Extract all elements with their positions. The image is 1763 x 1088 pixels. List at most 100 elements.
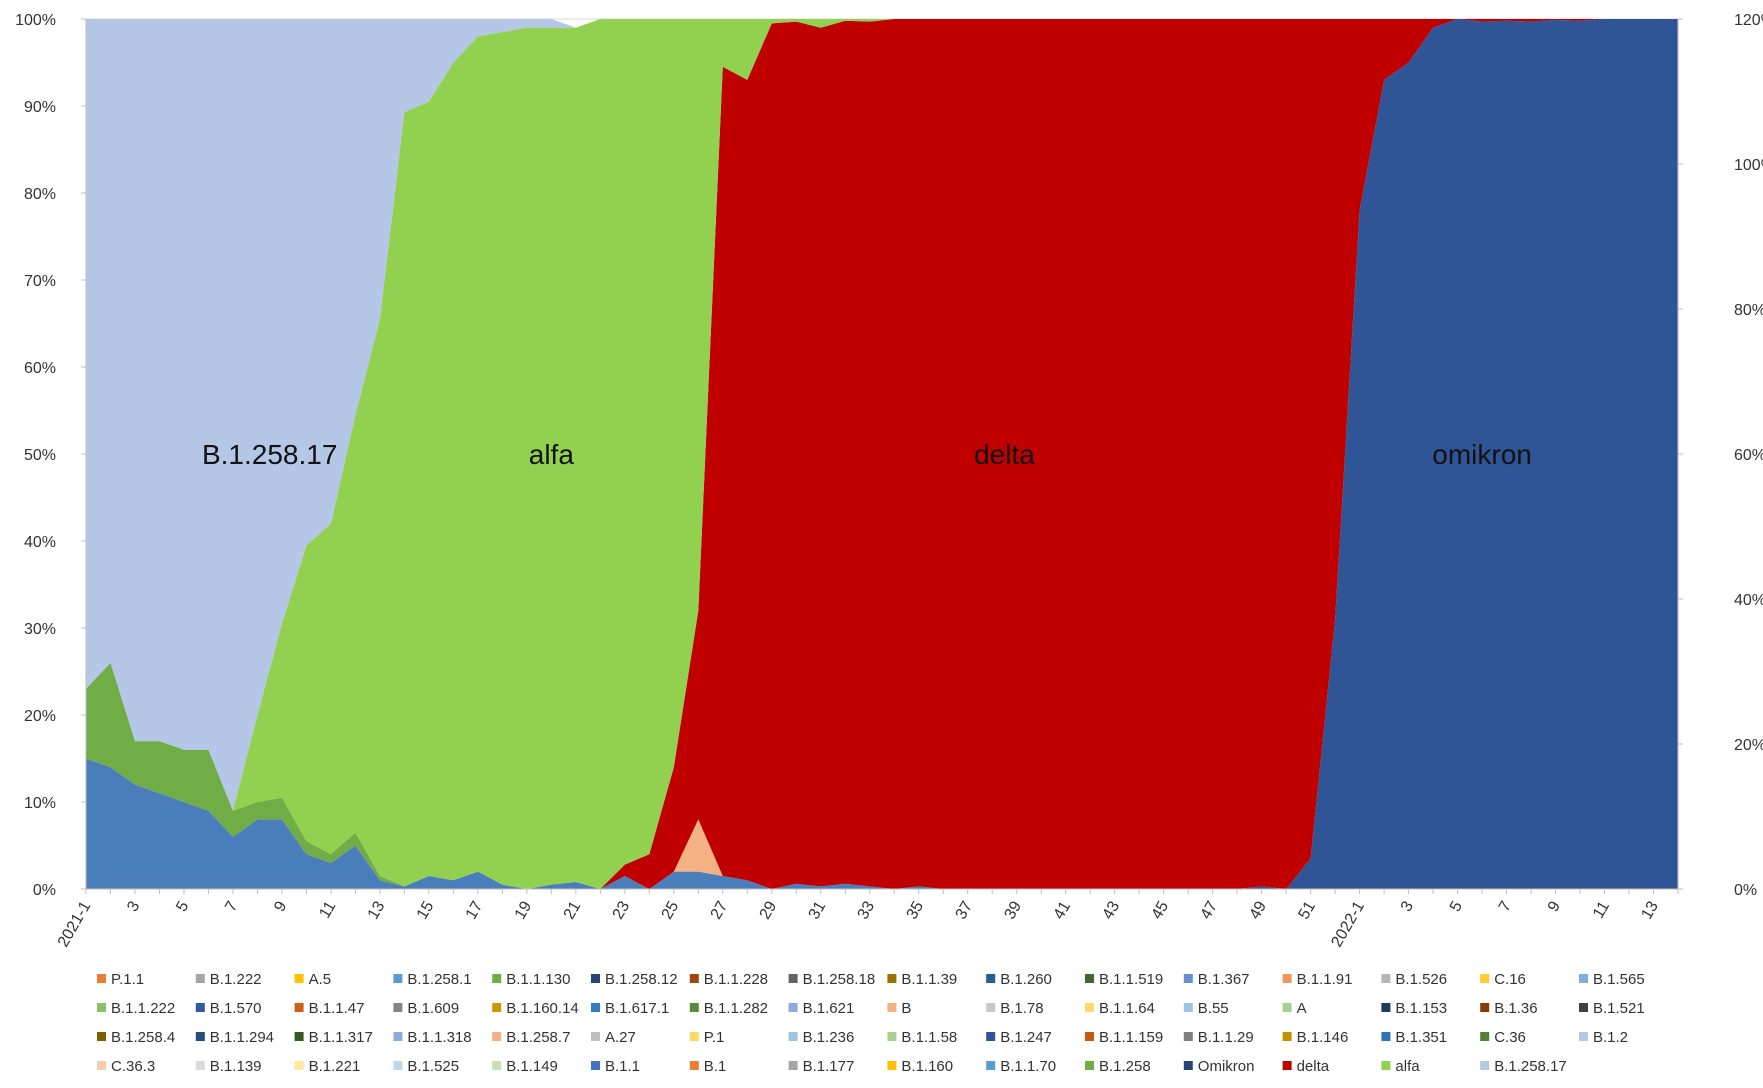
legend-label: B.1.260 (1000, 971, 1052, 988)
legend-label: B.1.247 (1000, 1029, 1052, 1046)
x-tick-label: 47 (1197, 898, 1221, 922)
x-tick-label: 9 (1545, 898, 1564, 914)
legend-swatch (195, 1032, 205, 1041)
legend-label: B.1.1.29 (1198, 1029, 1254, 1046)
x-tick-label: 51 (1295, 898, 1319, 922)
legend-swatch (1085, 1003, 1094, 1012)
annotation-delta: delta (974, 439, 1035, 470)
legend-label: B.1.222 (210, 971, 262, 988)
x-axis-labels: 2021-1 3 5 7 9 11 13 15 17 19 21 23 25 27 29 31 33 35 37 39… (55, 898, 1662, 950)
legend-label: C.16 (1494, 971, 1526, 988)
legend-swatch (294, 1032, 304, 1041)
x-tick-label: 11 (1590, 898, 1613, 921)
x-tick-label: 15 (414, 898, 438, 922)
legend-swatch (195, 1003, 205, 1012)
legend-label: B.1.146 (1297, 1029, 1349, 1046)
legend-label: B.1.609 (407, 1000, 459, 1017)
x-tick-label: 17 (463, 898, 487, 922)
legend: P.1.1 B.1.222 A.5 B.1.258.1 B.1.1.130 B.1.258… (97, 971, 1645, 1075)
legend-label: B.1.258.12 (605, 971, 678, 988)
legend-label: B.1.1.222 (111, 1000, 175, 1017)
y-right-tick-label: 100% (1734, 157, 1763, 174)
legend-label: B.1.617.1 (605, 1000, 669, 1017)
legend-swatch (986, 1061, 996, 1070)
legend-label: B.1.525 (407, 1058, 459, 1075)
y-left-tick-label: 50% (24, 447, 56, 464)
y-right-tick-label: 120% (1734, 12, 1763, 29)
legend-label: B.1.1.519 (1099, 971, 1163, 988)
legend-swatch (1480, 1003, 1490, 1012)
legend-label: B.1 (704, 1058, 727, 1075)
legend-swatch (591, 1032, 600, 1041)
legend-label: B.1.258.1 (407, 971, 471, 988)
stacked-areas (86, 19, 1678, 889)
legend-swatch (97, 1032, 106, 1041)
annotation-omikron: omikron (1432, 439, 1532, 470)
y-axis-left-labels: 0% 10% 20% 30% 40% 50% 60% 70% 80% 90% 100% (15, 12, 56, 899)
legend-swatch (294, 1061, 304, 1070)
legend-swatch (1381, 1061, 1391, 1070)
legend-label: B.1.153 (1395, 1000, 1447, 1017)
area-delta (86, 19, 1678, 889)
legend-label: B.1.521 (1593, 1000, 1645, 1017)
legend-swatch (492, 974, 502, 983)
legend-swatch (294, 974, 304, 983)
legend-swatch (492, 1003, 502, 1012)
legend-label: B.1.1 (605, 1058, 640, 1075)
y-left-tick-label: 80% (24, 186, 56, 203)
legend-swatch (591, 1003, 600, 1012)
legend-swatch (689, 1032, 699, 1041)
legend-swatch (195, 1061, 205, 1070)
legend-swatch (1085, 1061, 1094, 1070)
legend-label: B.1.258.18 (803, 971, 876, 988)
x-tick-label: 2022-1 (1328, 898, 1368, 950)
legend-swatch (1480, 974, 1490, 983)
legend-label: B.1.139 (210, 1058, 262, 1075)
legend-swatch (1480, 1061, 1490, 1070)
legend-label: B.1.1.91 (1297, 971, 1353, 988)
legend-label: B.1.351 (1395, 1029, 1447, 1046)
y-left-tick-label: 0% (33, 882, 56, 899)
y-left-tick-label: 20% (24, 708, 56, 725)
y-left-tick-label: 10% (24, 795, 56, 812)
y-left-tick-label: 90% (24, 99, 56, 116)
area-b-1-258-17 (86, 19, 1678, 811)
legend-swatch (393, 1061, 403, 1070)
legend-swatch (1183, 1061, 1193, 1070)
legend-swatch (689, 974, 699, 983)
legend-swatch (788, 1061, 798, 1070)
legend-label: B.1.570 (210, 1000, 262, 1017)
legend-swatch (1085, 1032, 1094, 1041)
y-left-tick-label: 60% (24, 360, 56, 377)
legend-label: B.1.160.14 (506, 1000, 579, 1017)
legend-label: B.1.78 (1000, 1000, 1043, 1017)
x-tick-label: 33 (855, 898, 879, 922)
legend-swatch (887, 1061, 897, 1070)
annotation-b-1-258-17: B.1.258.17 (202, 439, 337, 470)
legend-label: B.1.1.58 (901, 1029, 957, 1046)
legend-label: B.1.1.317 (309, 1029, 373, 1046)
y-right-tick-label: 20% (1734, 737, 1763, 754)
x-tick-label: 27 (708, 898, 732, 922)
legend-label: B.1.1.282 (704, 1000, 768, 1017)
legend-swatch (689, 1061, 699, 1070)
legend-label: B.1.565 (1593, 971, 1645, 988)
legend-label: B.1.367 (1198, 971, 1250, 988)
legend-swatch (97, 1061, 106, 1070)
x-tick-label: 3 (124, 898, 143, 914)
legend-label: B.1.221 (309, 1058, 361, 1075)
legend-label: C.36 (1494, 1029, 1526, 1046)
x-tick-label: 25 (659, 898, 683, 922)
legend-label: A (1297, 1000, 1307, 1017)
x-tick-label: 49 (1246, 898, 1270, 922)
y-left-tick-label: 70% (24, 273, 56, 290)
legend-swatch (195, 974, 205, 983)
legend-swatch (788, 974, 798, 983)
legend-swatch (492, 1032, 502, 1041)
area-other-lineages (86, 758, 1678, 889)
y-axis-right-labels: 0% 20% 40% 60% 80% 100% 120% (1734, 12, 1763, 899)
legend-swatch (788, 1032, 798, 1041)
x-tick-label: 37 (953, 898, 977, 922)
legend-label: B.1.258 (1099, 1058, 1151, 1075)
legend-label: A.5 (309, 971, 332, 988)
